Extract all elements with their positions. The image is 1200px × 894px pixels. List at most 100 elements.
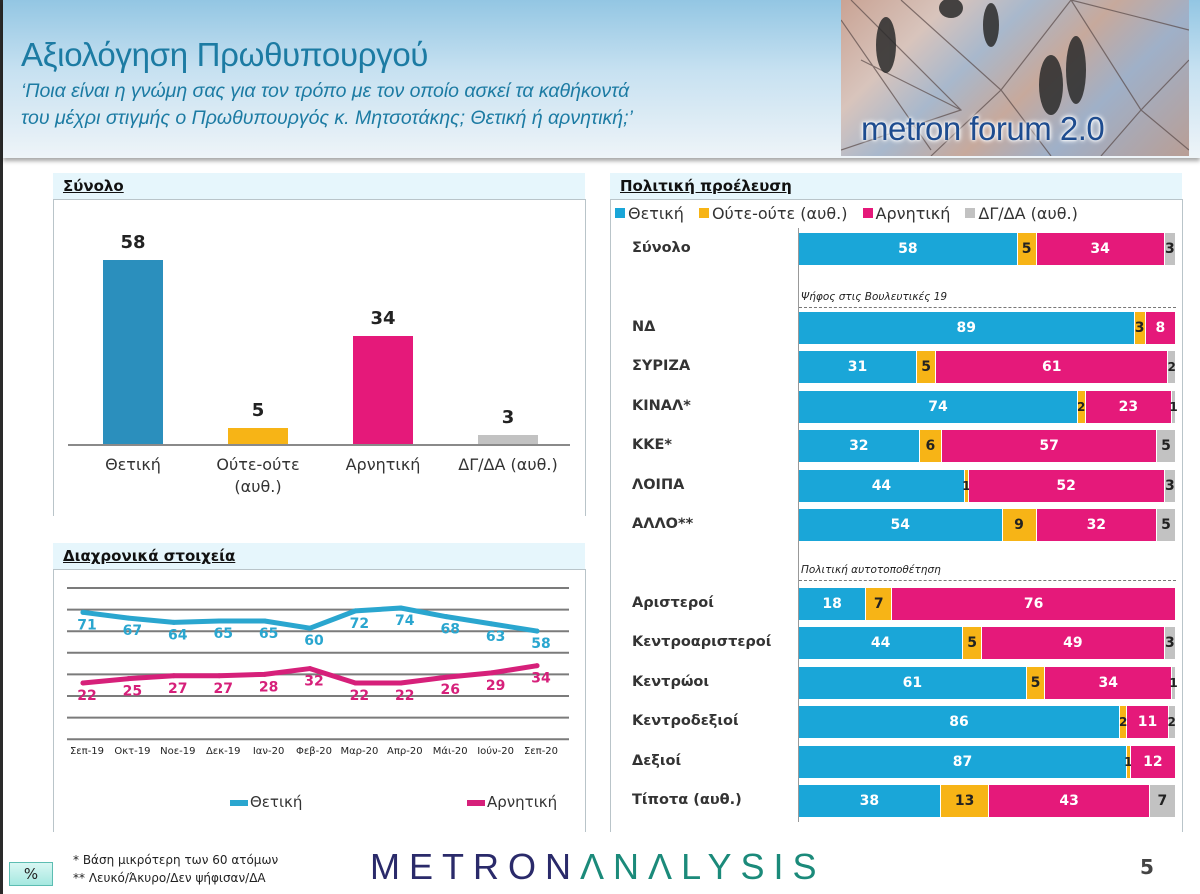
legend-positive: Θετική	[230, 793, 302, 811]
bar-category-line: (αυθ.)	[234, 477, 282, 496]
stacked-row: 61 5 34 1	[799, 667, 1178, 699]
segment-value: 38	[859, 793, 880, 809]
series-data-label: 32	[304, 674, 323, 690]
trend-panel-header: Διαχρονικά στοιχεία	[53, 543, 585, 569]
segment-pos: 44	[799, 470, 965, 502]
series-point	[307, 625, 313, 631]
segment-value: 31	[847, 359, 868, 375]
segment-pos: 32	[799, 430, 920, 462]
series-data-label: 26	[440, 682, 459, 698]
political-panel-title: Πολιτική προέλευση	[620, 177, 792, 195]
stacked-legend-neutral: Ούτε-ούτε (αυθ.)	[698, 204, 848, 223]
x-tick-label: Νοε-19	[160, 746, 195, 757]
segment-neu: 2	[1119, 706, 1128, 738]
segment-neg: 49	[981, 627, 1165, 659]
row-label: Κεντροαριστεροί	[632, 634, 772, 650]
segment-pos: 74	[799, 391, 1078, 423]
series-point	[171, 619, 177, 625]
segment-neg: 61	[936, 351, 1169, 383]
total-bar-chart: 58 Θετική 5 Ούτε-ούτε (αυθ.) 34 Αρνητική 3 ΔΓ/ΔΑ…	[53, 200, 585, 515]
segment-value: 3	[1165, 635, 1175, 651]
segment-value: 23	[1118, 399, 1139, 415]
segment-pos: 31	[799, 351, 918, 383]
bar-category-line: Θετική	[105, 455, 161, 474]
segment-neg: 34	[1036, 233, 1165, 265]
metron-forum-logo-image: metron forum 2.0	[841, 0, 1189, 156]
stacked-legend-positive: Θετική	[615, 204, 684, 223]
question-line-2: του μέχρι στιγμής ο Πρωθυπουργός κ. Μητσ…	[21, 107, 633, 129]
bar-category-label: ΔΓ/ΔΑ (αυθ.)	[443, 454, 573, 476]
segment-dk: 3	[1164, 627, 1176, 659]
segment-value: 86	[949, 714, 969, 730]
segment-value: 18	[822, 596, 842, 612]
segment-pos: 18	[799, 588, 867, 620]
segment-neg: 32	[1036, 509, 1158, 541]
brand-analysis: ΛNΛLYSIS	[580, 846, 826, 887]
segment-neg: 11	[1127, 706, 1169, 738]
x-tick-label: Σεπ-20	[524, 746, 558, 757]
segment-value: 1	[1124, 755, 1133, 769]
segment-value: 5	[921, 359, 931, 375]
legend-label-neutral: Ούτε-ούτε (αυθ.)	[711, 204, 848, 223]
series-data-label: 64	[168, 627, 188, 643]
row-label: Αριστεροί	[632, 595, 714, 611]
series-point	[443, 674, 449, 680]
series-point	[398, 680, 404, 686]
row-label: Τίποτα (αυθ.)	[632, 792, 742, 808]
footnote-2: ** Λευκό/Άκυρο/Δεν ψήφισαν/ΔΑ	[73, 871, 266, 885]
bar-value-label: 5	[251, 400, 265, 422]
series-point	[352, 680, 358, 686]
segment-pos: 58	[799, 233, 1018, 265]
segment-value: 1	[1169, 676, 1178, 690]
row-label: Κεντρώοι	[632, 674, 710, 690]
series-data-label: 65	[213, 626, 232, 642]
row-label: Δεξιοί	[632, 753, 682, 769]
series-data-label: 65	[259, 626, 278, 642]
bar-3	[478, 434, 538, 444]
segment-dk: 7	[1149, 785, 1176, 817]
x-tick-label: Μαρ-20	[340, 746, 378, 757]
series-data-label: 58	[531, 636, 550, 652]
series-point	[262, 671, 268, 677]
segment-value: 9	[1014, 517, 1024, 533]
question-line-1: ‘Ποια είναι η γνώμη σας για τον τρόπο με…	[21, 80, 630, 102]
segment-neu: 5	[1017, 233, 1037, 265]
bar-category-label: Θετική	[68, 454, 198, 476]
bar-category-label: Ούτε-ούτε (αυθ.)	[193, 454, 323, 498]
legend-negative: Αρνητική	[467, 793, 557, 811]
segment-value: 34	[1098, 675, 1119, 691]
segment-dk: 3	[1164, 470, 1176, 502]
trend-panel-box	[53, 569, 586, 832]
trend-line-chart: 71 67 64 65 65 60 72 74 68 63 58 22 25 27 27 28 32 22 22 26…	[67, 587, 569, 757]
bar-category-line: Ούτε-ούτε	[216, 455, 300, 474]
segment-value: 5	[1161, 438, 1171, 454]
political-panel-header: Πολιτική προέλευση	[610, 173, 1182, 199]
segment-neu: 5	[963, 627, 982, 659]
legend-label-dk: ΔΓ/ΔΑ (αυθ.)	[978, 204, 1078, 223]
bar-category-line: ΔΓ/ΔΑ (αυθ.)	[458, 455, 558, 474]
x-tick-label: Μάι-20	[433, 745, 468, 757]
x-tick-label: Δεκ-19	[206, 746, 240, 757]
segment-value: 3	[1164, 478, 1175, 494]
series-point	[262, 618, 268, 624]
footnote-1: * Βάση μικρότερη των 60 ατόμων	[73, 853, 279, 867]
bar-value-label: 58	[120, 232, 146, 254]
segment-value: 7	[1157, 793, 1168, 809]
series-data-label: 27	[213, 681, 232, 697]
segment-dk: 1	[1169, 391, 1178, 423]
total-panel-header: Σύνολο	[53, 173, 585, 199]
x-tick-label: Απρ-20	[387, 746, 423, 757]
series-point	[489, 670, 495, 676]
stacked-legend-negative: Αρνητική	[862, 204, 950, 223]
series-data-label: 28	[259, 679, 278, 695]
series-point	[398, 605, 404, 611]
segment-pos: 54	[799, 509, 1003, 541]
group-label: Πολιτική αυτοτοποθέτηση	[801, 564, 941, 576]
row-label: ΝΔ	[632, 319, 656, 335]
stacked-row: 89 3 8	[799, 312, 1176, 344]
row-label: ΚΚΕ*	[632, 437, 672, 453]
stacked-row: 31 5 61 2	[799, 351, 1176, 383]
segment-value: 11	[1137, 714, 1158, 730]
series-point	[171, 673, 177, 679]
segment-value: 1	[962, 479, 971, 493]
